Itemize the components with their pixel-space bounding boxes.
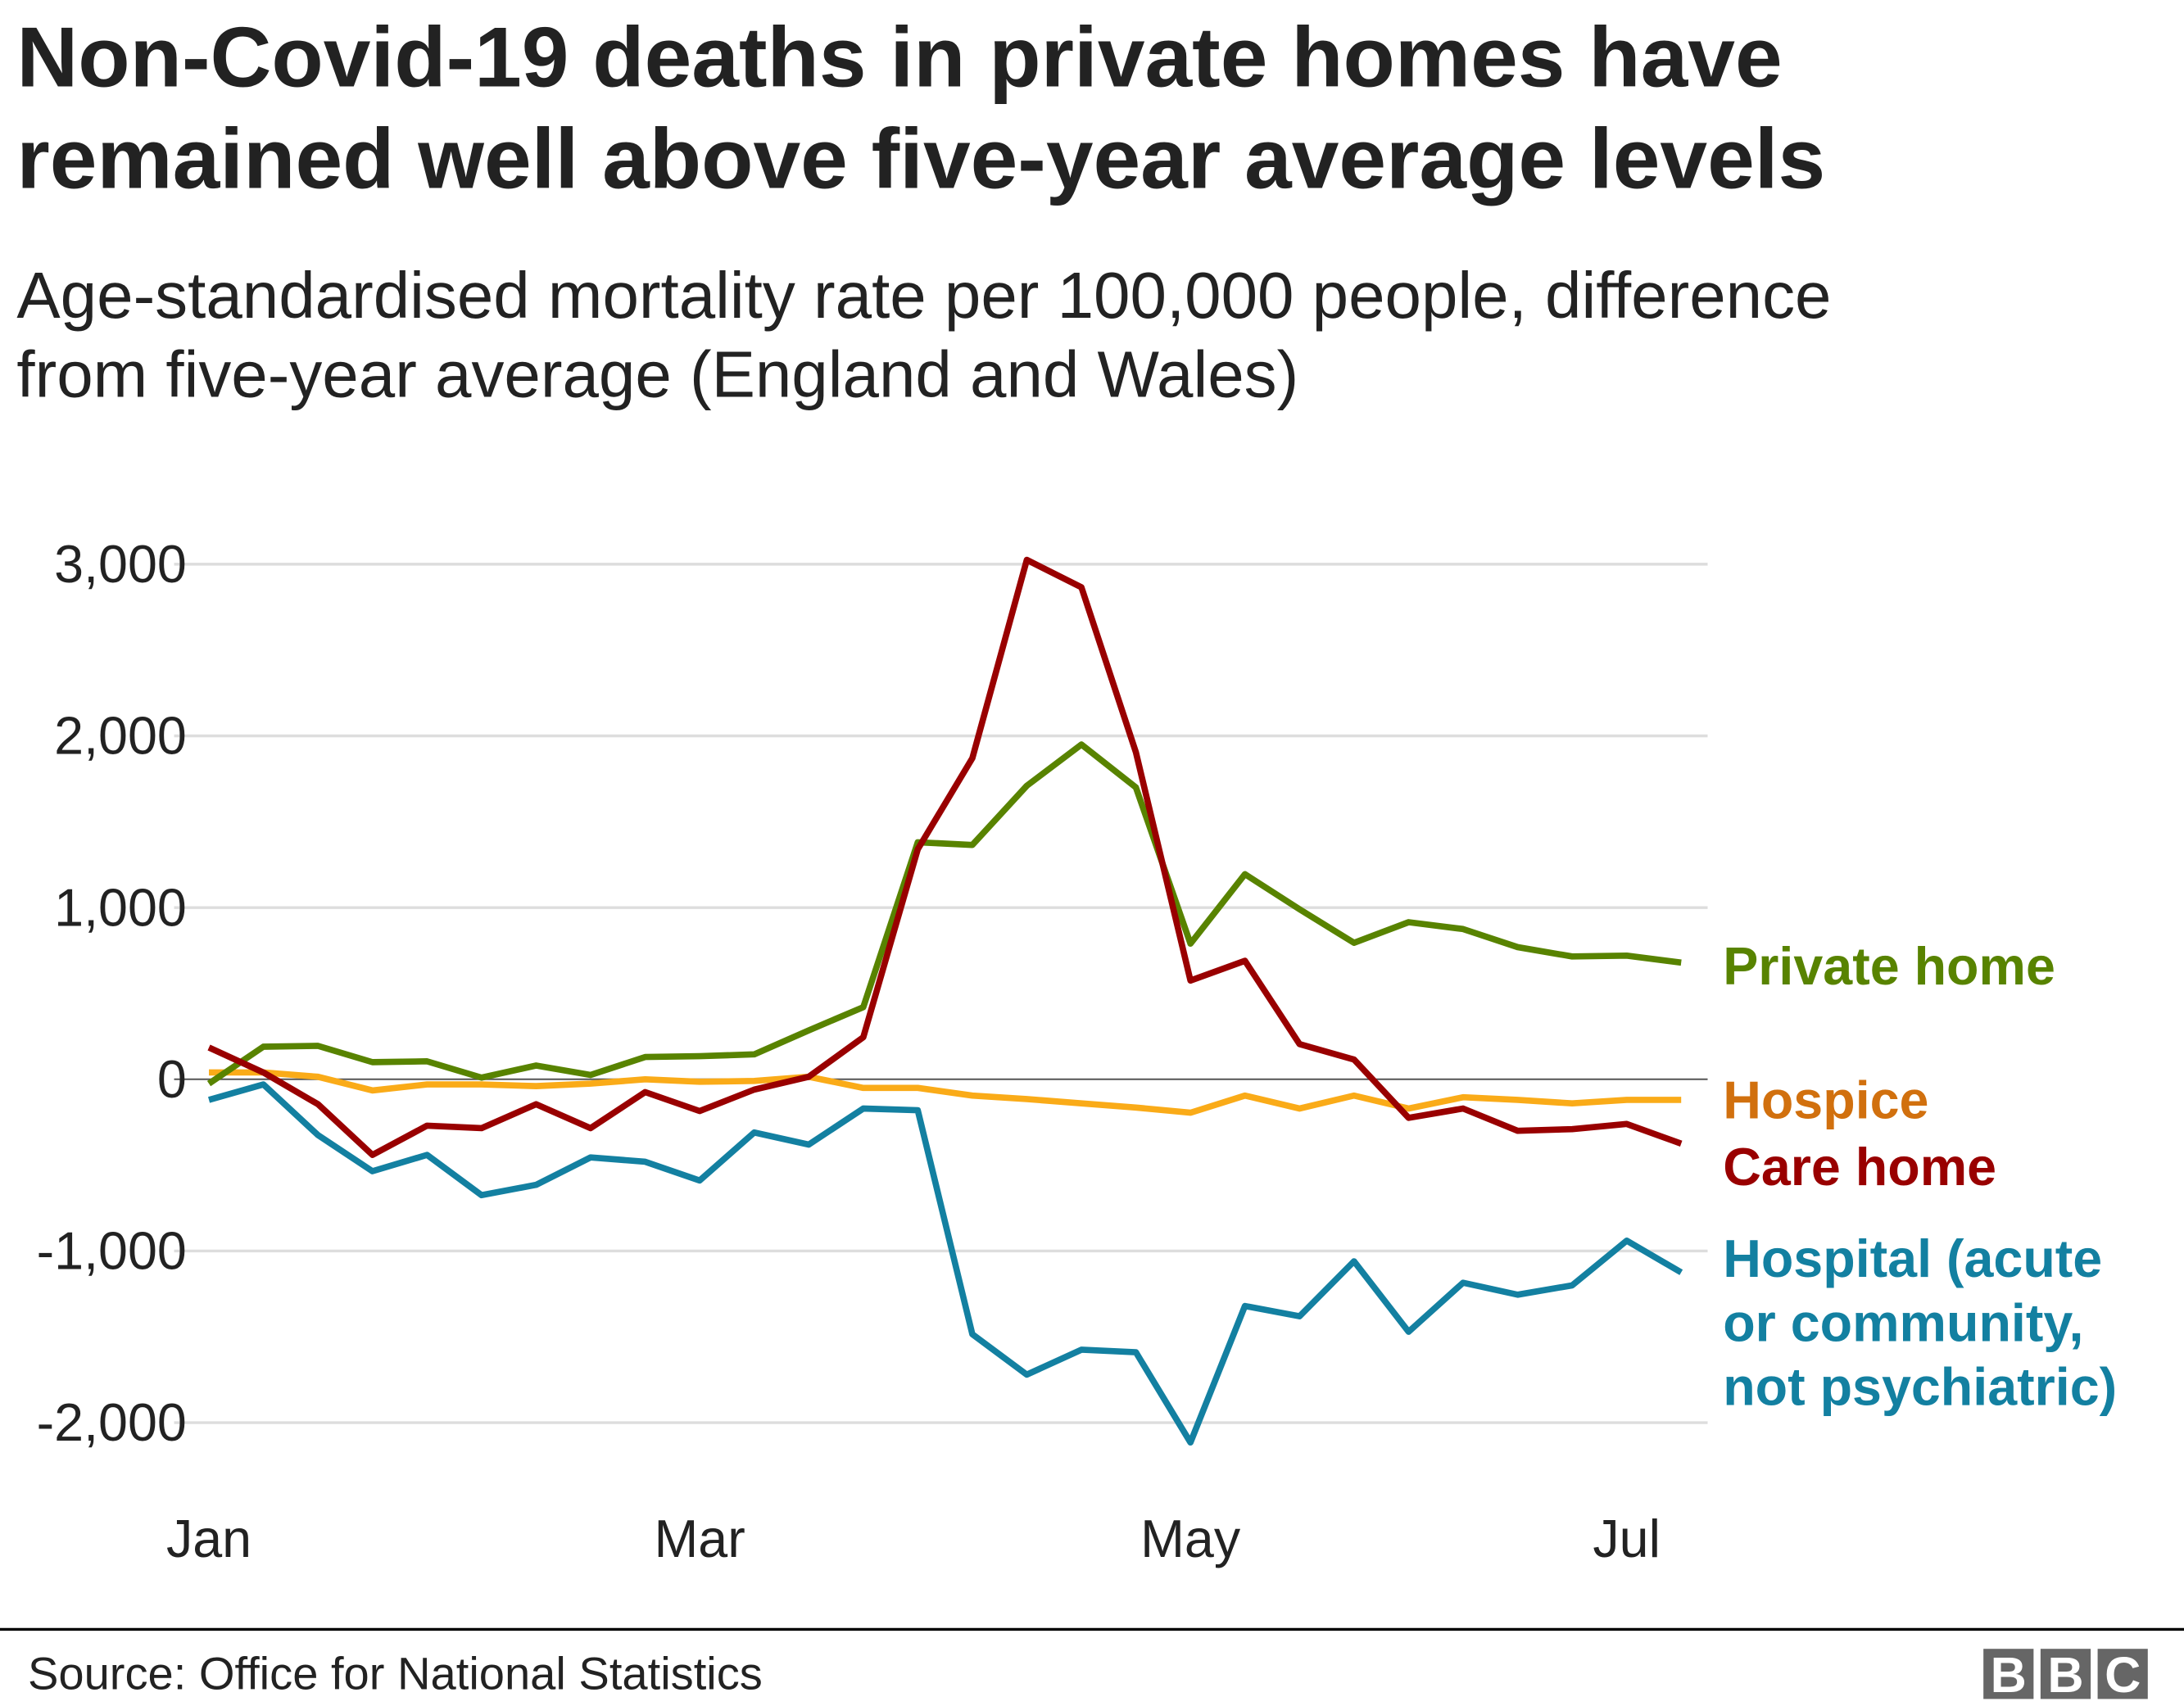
label-hospice: Hospice: [1723, 1070, 1928, 1129]
x-tick-label: Mar: [654, 1509, 745, 1568]
y-tick-label: -2,000: [37, 1393, 187, 1452]
gridlines: [174, 563, 1708, 1424]
label-private-home: Private home: [1723, 937, 2055, 996]
x-tick-label: Jan: [166, 1509, 251, 1568]
svg-text:B: B: [2047, 1647, 2083, 1703]
series-lines: [206, 556, 1683, 1446]
chart-title-line-1: Non-Covid-19 deaths in private homes hav…: [16, 10, 1782, 105]
series-line-care: [207, 556, 1683, 1158]
label-hospital-line-2: or community,: [1723, 1293, 2083, 1352]
series-line-private: [206, 741, 1682, 1087]
y-axis-ticks: 3,000 2,000 1,000 0 -1,000 -2,000: [37, 535, 187, 1452]
label-hospital-line-3: not psychiatric): [1723, 1358, 2117, 1417]
chart-subtitle-line-1: Age-standardised mortality rate per 100,…: [16, 259, 1831, 332]
chart-subtitle-line-2: from five-year average (England and Wale…: [16, 338, 1298, 411]
y-tick-label: 1,000: [54, 878, 187, 937]
label-hospital-line-1: Hospital (acute: [1723, 1229, 2102, 1288]
x-tick-label: Jul: [1593, 1509, 1661, 1568]
x-axis-ticks: Jan Mar May Jul: [166, 1509, 1661, 1568]
y-tick-label: 2,000: [54, 707, 187, 766]
bbc-logo: B B C: [1983, 1647, 2148, 1703]
y-tick-label: 3,000: [54, 535, 187, 594]
svg-text:B: B: [1991, 1647, 2027, 1703]
y-tick-label: 0: [157, 1050, 187, 1109]
series-line-hospital: [207, 1081, 1683, 1446]
y-tick-label: -1,000: [37, 1222, 187, 1281]
svg-text:C: C: [2105, 1647, 2141, 1703]
chart-title-line-2: remained well above five-year average le…: [16, 111, 1825, 206]
label-care-home: Care home: [1723, 1138, 1996, 1197]
source-note: Source: Office for National Statistics: [28, 1648, 763, 1699]
series-line-hospice: [209, 1069, 1682, 1116]
x-tick-label: May: [1140, 1509, 1241, 1568]
